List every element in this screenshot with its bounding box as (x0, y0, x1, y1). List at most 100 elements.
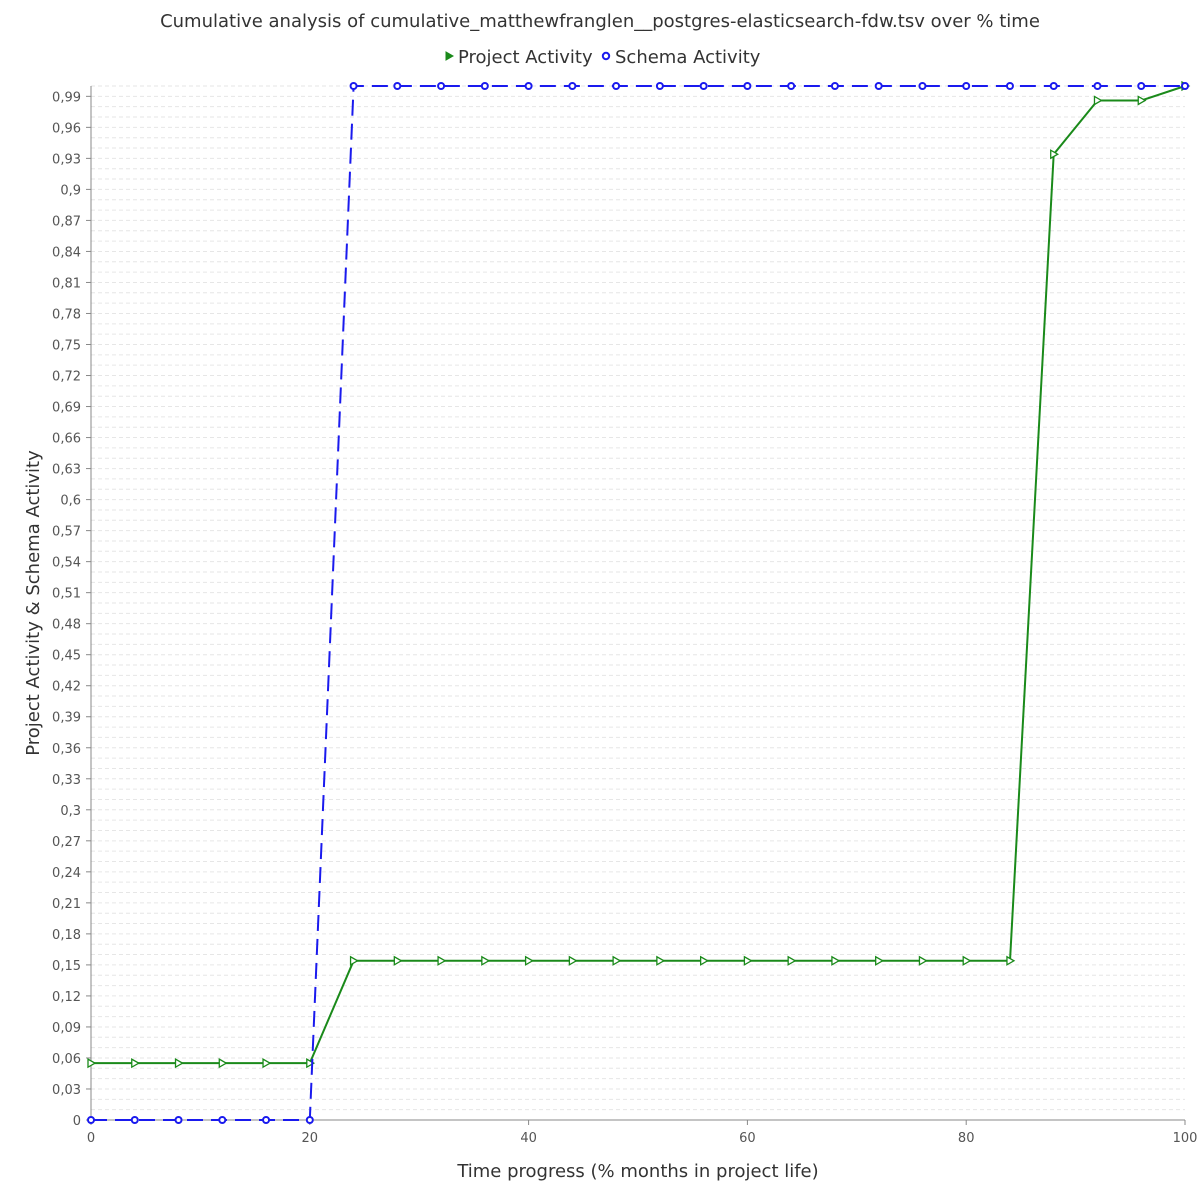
y-tick-label: 0,45 (52, 649, 81, 664)
y-tick-label: 0,99 (52, 90, 81, 105)
data-point-schema-activity (437, 82, 446, 90)
data-point-schema-activity (918, 82, 927, 90)
y-axis-title: Project Activity & Schema Activity (23, 450, 44, 756)
data-point-project-activity (437, 955, 447, 966)
data-point-project-activity (568, 955, 578, 966)
legend-label-schema-activity: Schema Activity (615, 47, 761, 68)
x-tick-label: 40 (520, 1131, 537, 1146)
y-tick-label: 0,6 (60, 494, 81, 509)
legend-label-project-activity: Project Activity (458, 47, 593, 68)
y-tick-label: 0,48 (52, 618, 81, 633)
y-tick-label: 0,72 (52, 370, 81, 385)
data-point-schema-activity (218, 1116, 227, 1124)
x-axis-ticks: 0 20 40 60 80 100 (87, 1120, 1198, 1146)
data-point-project-activity (875, 955, 884, 966)
data-point-schema-activity (874, 82, 883, 90)
data-point-schema-activity (524, 82, 533, 90)
data-point-project-activity (656, 955, 666, 966)
data-point-project-activity (743, 955, 753, 966)
y-tick-label: 0,69 (52, 401, 81, 416)
x-tick-label: 0 (87, 1131, 95, 1146)
y-tick-label: 0,06 (52, 1052, 81, 1067)
y-tick-label: 0,27 (52, 835, 81, 850)
data-point-schema-activity (305, 1116, 314, 1124)
data-point-schema-activity (1005, 82, 1014, 90)
data-point-schema-activity (830, 82, 839, 90)
y-tick-label: 0,66 (52, 432, 81, 447)
y-tick-label: 0,9 (60, 183, 81, 198)
data-point-project-activity (306, 1058, 316, 1069)
y-tick-label: 0,93 (52, 152, 81, 167)
x-tick-label: 80 (958, 1131, 975, 1146)
y-tick-label: 0,09 (52, 1021, 81, 1036)
y-tick-label: 0,51 (52, 587, 81, 602)
data-point-project-activity (612, 955, 622, 966)
y-tick-label: 0,15 (52, 959, 81, 974)
data-point-project-activity (131, 1058, 141, 1069)
data-point-project-activity (1093, 95, 1103, 106)
y-tick-label: 0,24 (52, 866, 81, 881)
data-point-schema-activity (262, 1116, 271, 1124)
data-point-schema-activity (349, 82, 358, 90)
y-tick-label: 0,18 (52, 928, 81, 943)
data-point-schema-activity (130, 1116, 139, 1124)
data-point-project-activity (1137, 95, 1147, 106)
y-tick-label: 0,39 (52, 711, 81, 726)
data-point-schema-activity (1049, 82, 1058, 90)
data-point-project-activity (349, 955, 359, 966)
data-point-project-activity (918, 955, 928, 966)
y-tick-label: 0,3 (60, 804, 81, 819)
series-line-project-activity (91, 85, 1186, 1065)
data-point-project-activity (787, 955, 797, 966)
y-tick-label: 0,54 (52, 556, 81, 571)
series-layer (87, 80, 1191, 1124)
y-tick-label: 0,84 (52, 245, 81, 260)
data-point-schema-activity (1181, 82, 1189, 90)
x-axis-title: Time progress (% months in project life) (456, 1161, 818, 1182)
y-tick-label: 0,57 (52, 525, 81, 540)
data-point-schema-activity (393, 82, 402, 90)
data-point-project-activity (393, 955, 403, 966)
data-point-schema-activity (568, 82, 577, 90)
data-point-schema-activity (1137, 82, 1146, 90)
data-point-project-activity (218, 1058, 228, 1069)
data-point-project-activity (524, 955, 534, 966)
y-tick-label: 0,12 (52, 990, 81, 1005)
data-point-project-activity (831, 955, 841, 966)
data-point-project-activity (962, 955, 972, 966)
x-tick-label: 20 (302, 1131, 319, 1146)
y-tick-label: 0,03 (52, 1083, 81, 1098)
data-point-schema-activity (962, 82, 971, 90)
data-point-schema-activity (787, 82, 796, 90)
data-point-schema-activity (1093, 82, 1102, 90)
y-tick-label: 0,21 (52, 897, 81, 912)
data-point-schema-activity (87, 1116, 95, 1124)
data-point-schema-activity (743, 82, 752, 90)
legend-marker-project-activity (445, 51, 455, 61)
data-point-project-activity (262, 1058, 272, 1069)
data-point-schema-activity (655, 82, 664, 90)
y-tick-label: 0 (73, 1114, 81, 1129)
data-point-project-activity (1050, 149, 1060, 160)
chart-title: Cumulative analysis of cumulative_matthe… (160, 11, 1040, 32)
x-tick-label: 60 (739, 1131, 756, 1146)
x-tick-label: 100 (1173, 1131, 1198, 1146)
y-tick-label: 0,87 (52, 214, 81, 229)
y-tick-label: 0,75 (52, 339, 81, 354)
y-tick-label: 0,33 (52, 773, 81, 788)
data-point-project-activity (87, 1058, 97, 1069)
y-tick-label: 0,63 (52, 463, 81, 478)
data-point-project-activity (1006, 955, 1016, 966)
y-tick-label: 0,42 (52, 680, 81, 695)
y-tick-label: 0,36 (52, 742, 81, 757)
y-tick-label: 0,96 (52, 121, 81, 136)
legend-marker-schema-activity (601, 51, 611, 61)
data-point-schema-activity (612, 82, 621, 90)
data-point-schema-activity (480, 82, 489, 90)
legend: Project Activity Schema Activity (445, 47, 761, 68)
y-tick-label: 0,78 (52, 307, 81, 322)
data-point-schema-activity (699, 82, 708, 90)
data-point-project-activity (481, 955, 491, 966)
series-line-schema-activity (91, 85, 1185, 1121)
